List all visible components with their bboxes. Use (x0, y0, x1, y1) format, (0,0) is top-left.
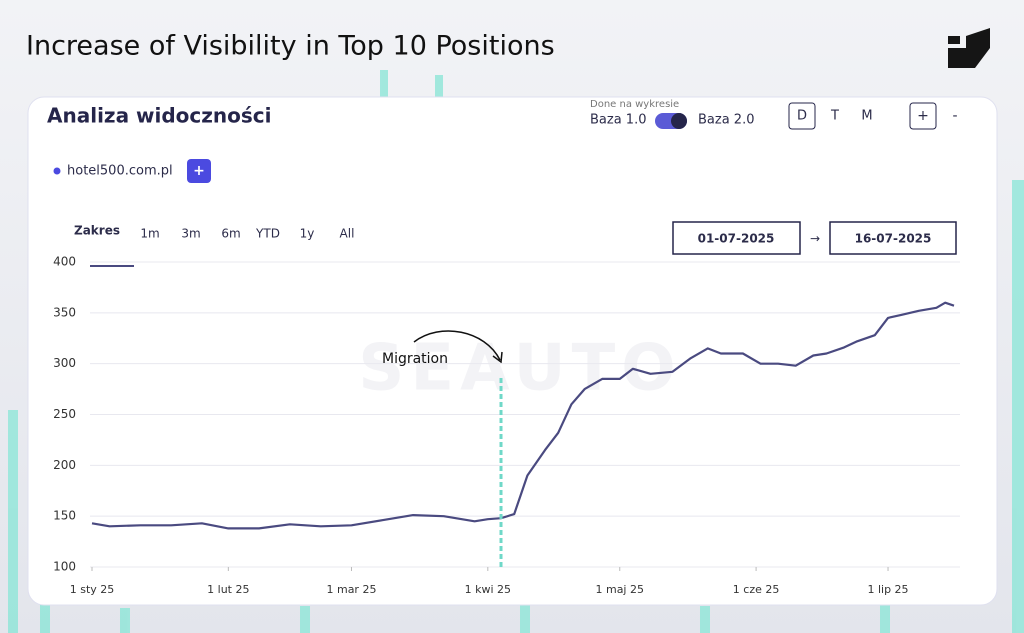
panel-title: Analiza widoczności (47, 104, 272, 128)
range-option[interactable]: 6m (221, 227, 240, 241)
decor-bars (8, 70, 1024, 633)
x-tick-label: 1 cze 25 (733, 583, 780, 596)
range-option[interactable]: 1m (140, 227, 159, 241)
range-option[interactable]: 3m (181, 227, 200, 241)
toggle-caption: Done na wykresie (590, 99, 679, 110)
x-tick-label: 1 lut 25 (207, 583, 249, 596)
zoom-in-box[interactable] (909, 102, 937, 130)
date-to[interactable]: 16-07-2025 (855, 232, 932, 246)
date-to-box[interactable] (829, 221, 957, 255)
toggle-left[interactable]: Baza 1.0 (590, 113, 646, 128)
toggle-knob (671, 113, 687, 129)
range-option[interactable]: All (340, 227, 355, 241)
legend-dot (53, 167, 61, 175)
date-from[interactable]: 01-07-2025 (698, 232, 775, 246)
series-line (91, 301, 955, 530)
date-arrow: → (810, 232, 820, 246)
y-tick-label: 250 (53, 407, 76, 421)
y-tick-label: 200 (53, 458, 76, 472)
range-option[interactable]: YTD (255, 227, 280, 241)
view-button[interactable]: D (797, 109, 807, 124)
y-tick-label: 300 (53, 356, 76, 370)
x-tick-label: 1 mar 25 (326, 583, 376, 596)
range-underline (90, 265, 134, 267)
x-tick-label: 1 kwi 25 (465, 583, 511, 596)
page-title: Increase of Visibility in Top 10 Positio… (26, 31, 555, 62)
add-site-button[interactable] (187, 159, 211, 183)
view-button-active[interactable] (788, 102, 816, 130)
zoom-out[interactable]: - (952, 108, 957, 124)
legend-entry: hotel500.com.pl (67, 164, 173, 179)
toggle-right[interactable]: Baza 2.0 (698, 113, 754, 128)
y-tick-label: 350 (53, 305, 76, 319)
y-tick-label: 400 (53, 255, 76, 269)
view-button[interactable]: M (861, 109, 872, 124)
date-from-box[interactable] (672, 221, 801, 255)
add-site-label: + (193, 163, 205, 179)
x-tick-label: 1 sty 25 (70, 583, 115, 596)
range-option[interactable]: 1y (300, 227, 315, 241)
annotation-arrow (413, 330, 501, 361)
watermark: SEAUTO (358, 332, 681, 406)
annotation-arrowhead (492, 351, 503, 364)
y-tick-label: 150 (53, 509, 76, 523)
logo (948, 28, 990, 68)
range-label: Zakres (74, 224, 120, 238)
annotation-label: Migration (382, 351, 448, 367)
view-button[interactable]: T (830, 109, 839, 124)
x-tick-label: 1 maj 25 (595, 583, 644, 596)
zoom-in[interactable]: + (917, 108, 929, 124)
y-tick-label: 100 (53, 560, 76, 574)
x-tick-label: 1 lip 25 (867, 583, 908, 596)
